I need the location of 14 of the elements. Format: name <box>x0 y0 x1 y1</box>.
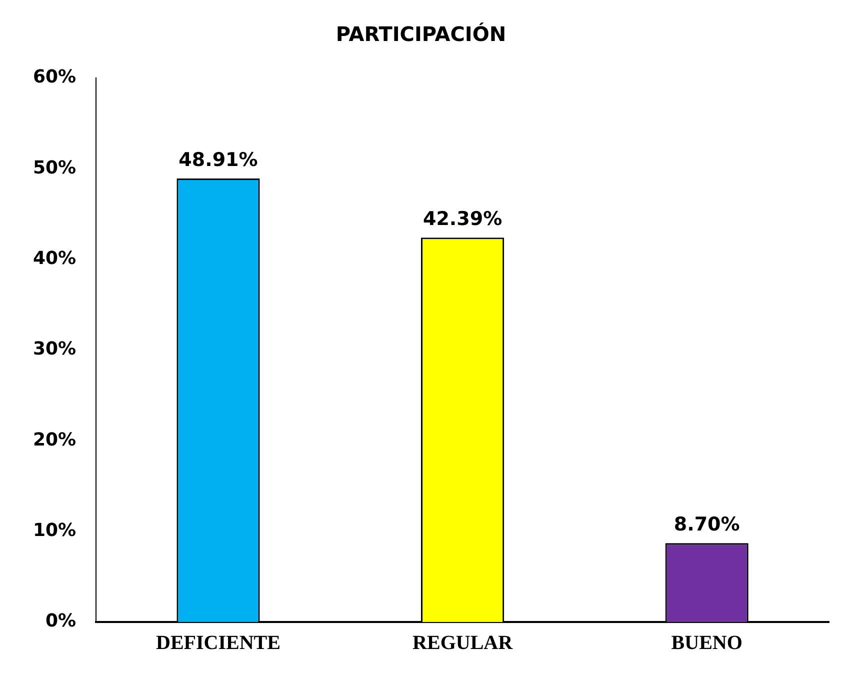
y-tick-label: 40% <box>32 248 76 270</box>
x-tick-label: BUENO <box>671 632 742 654</box>
y-tick-label: 0% <box>46 610 76 632</box>
y-tick-label: 20% <box>32 429 76 450</box>
data-label: 8.70% <box>674 514 740 536</box>
chart-title: PARTICIPACIÓN <box>336 22 506 46</box>
data-label: 48.91% <box>178 148 258 171</box>
data-label: 42.39% <box>422 208 502 230</box>
x-tick-label: DEFICIENTE <box>156 632 280 654</box>
y-tick-label: 10% <box>32 520 76 542</box>
y-tick-label: 50% <box>32 157 76 178</box>
x-tick-label: REGULAR <box>412 632 514 654</box>
y-tick-label: 30% <box>32 338 76 360</box>
y-tick-label: 60% <box>32 66 76 88</box>
